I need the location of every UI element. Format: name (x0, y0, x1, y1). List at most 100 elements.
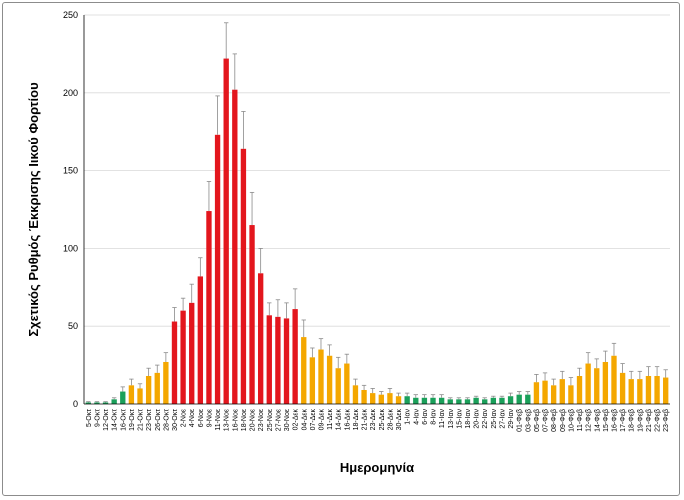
y-tick-label: 100 (63, 243, 78, 253)
x-tick-label: 07-Φεβ (543, 409, 550, 432)
x-tick-label: 13-Ιαν (448, 409, 455, 429)
x-tick-label: 27-Ιαν (499, 409, 506, 429)
x-tick-label: 03-Φεβ (525, 409, 532, 432)
x-tick-label: 11-Ιαν (439, 409, 446, 429)
x-tick-label: 23-Φεβ (663, 409, 670, 432)
x-tick-label: 18-Φεβ (629, 409, 636, 432)
bar (266, 315, 272, 404)
y-tick-label: 50 (68, 321, 78, 331)
y-axis-ticks: 0 50 100 150 200 250 (63, 10, 78, 409)
bar (663, 377, 669, 404)
x-tick-label: 15-Φεβ (603, 409, 610, 432)
bar (637, 379, 643, 404)
bar (628, 379, 634, 404)
x-tick-label: 19-Οκτ (129, 409, 136, 431)
bar (611, 355, 617, 404)
x-tick-label: 19-Φεβ (637, 409, 644, 432)
x-tick-label: 02-Δεκ (293, 409, 300, 431)
bar (447, 399, 453, 404)
y-tick-label: 200 (63, 88, 78, 98)
bar (619, 372, 626, 404)
bar (550, 385, 557, 404)
x-tick-label: 25-Ιαν (491, 409, 498, 429)
bar (464, 399, 471, 404)
x-tick-label: 25-Δεκ (379, 409, 386, 431)
bar (275, 316, 281, 404)
x-axis-title: Ημερομηνία (340, 460, 414, 475)
x-tick-label: 9-Οκτ (94, 409, 101, 427)
bar (456, 399, 462, 404)
bar (249, 225, 255, 404)
x-tick-label: 22-Ιαν (482, 409, 489, 429)
x-tick-label: 4-Νοε (189, 409, 196, 427)
bar (197, 276, 204, 404)
bar (137, 388, 143, 404)
bar (94, 402, 100, 404)
bar (490, 397, 497, 404)
x-tick-label: 09-Δεκ (318, 409, 325, 431)
x-tick-label: 28-Οκτ (163, 409, 170, 431)
x-tick-label: 14-Δεκ (336, 409, 343, 431)
x-tick-label: 25-Νοε (267, 409, 274, 431)
x-tick-label: 07-Δεκ (310, 409, 317, 431)
x-tick-label: 01-Φεβ (517, 409, 524, 432)
x-tick-label: 10-Φεβ (568, 409, 575, 432)
bar (585, 363, 591, 404)
y-tick-label: 250 (63, 10, 78, 20)
x-tick-label: 09-Φεβ (560, 409, 567, 432)
x-tick-label: 20-Ιαν (474, 409, 481, 429)
bar (404, 396, 410, 404)
bar (421, 397, 428, 404)
x-tick-label: 30-Οκτ (172, 409, 179, 431)
bar (301, 337, 307, 404)
bar (438, 397, 445, 404)
x-tick-label: 5-Οκτ (86, 409, 93, 427)
bar (283, 318, 290, 404)
x-tick-label: 13-Νοε (224, 409, 231, 431)
x-tick-label: 18-Ιαν (465, 409, 472, 429)
x-tick-label: 14-Οκτ (112, 409, 119, 431)
bar (430, 397, 436, 404)
bar (525, 394, 531, 404)
bar (559, 379, 565, 404)
x-tick-label: 14-Φεβ (594, 409, 601, 432)
x-tick-label: 23-Οκτ (146, 409, 153, 431)
bar (352, 385, 359, 404)
bar (594, 368, 600, 404)
x-tick-label: 21-Φεβ (646, 409, 653, 432)
bar (102, 402, 109, 404)
bar (602, 361, 609, 404)
bar (473, 397, 479, 404)
bar (223, 58, 229, 405)
bar (507, 396, 514, 404)
bar (206, 211, 212, 404)
x-tick-label: 30-Νοε (284, 409, 291, 431)
x-tick-label: 4-Ιαν (413, 409, 420, 425)
bar (378, 394, 384, 404)
x-tick-label: 16-Οκτ (120, 409, 127, 431)
bar (318, 349, 324, 404)
bar (499, 397, 505, 404)
bar (128, 385, 135, 404)
bar (533, 382, 540, 404)
bar (154, 372, 160, 404)
x-tick-label: 22-Φεβ (655, 409, 662, 432)
x-tick-label: 23-Νοε (258, 409, 265, 431)
x-tick-label: 9-Νοε (206, 409, 213, 427)
bar (576, 375, 583, 404)
bar (240, 148, 247, 404)
bar (387, 393, 393, 404)
x-tick-label: 11-Φεβ (577, 409, 584, 431)
y-tick-label: 0 (73, 399, 78, 409)
bar (654, 375, 660, 404)
bar (326, 355, 333, 404)
x-tick-label: 11-Δεκ (327, 409, 334, 430)
x-tick-label: 18-Νοε (241, 409, 248, 431)
gridlines (84, 14, 670, 327)
x-tick-label: 1-Ιαν (405, 409, 412, 425)
x-tick-label: 28-Δεκ (387, 409, 394, 431)
bar (370, 393, 376, 404)
bar (516, 394, 522, 404)
x-tick-label: 29-Ιαν (508, 409, 515, 429)
